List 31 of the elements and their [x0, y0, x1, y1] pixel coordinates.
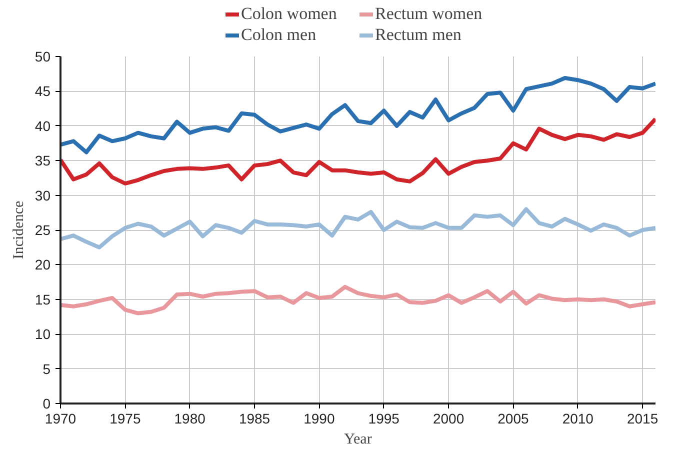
x-tick-label: 2010	[562, 410, 594, 426]
x-tick-label: 1980	[174, 410, 206, 426]
y-tick-label: 35	[34, 152, 51, 169]
y-tick-label: 50	[34, 48, 51, 64]
x-tick-label: 2015	[626, 410, 658, 426]
y-tick-label: 45	[34, 83, 51, 100]
x-tick-label: 1990	[304, 410, 335, 426]
x-tick-label: 1970	[44, 410, 76, 426]
y-tick-label: 30	[34, 187, 51, 204]
legend-label: Rectum men	[375, 25, 462, 45]
y-tick-label: 10	[34, 326, 51, 342]
legend-label: Colon women	[241, 4, 338, 24]
y-tick-label: 40	[34, 118, 51, 134]
x-tick-label: 2000	[432, 410, 464, 426]
y-tick-label: 25	[34, 222, 51, 238]
y-tick-label: 20	[34, 256, 51, 273]
line-series	[60, 284, 656, 316]
legend-label: Rectum women	[375, 4, 484, 24]
y-tick-label: 5	[42, 360, 51, 377]
line-series	[60, 116, 656, 186]
x-tick-label: 1985	[238, 410, 270, 426]
y-axis-title: Incidence	[10, 200, 27, 260]
x-tick-label: 1995	[368, 410, 400, 426]
line-series	[60, 76, 656, 154]
line-series	[60, 207, 656, 250]
x-tick-label: 2005	[498, 410, 530, 426]
x-tick-label: 1975	[110, 410, 141, 426]
y-tick-label: 0	[42, 396, 51, 412]
y-tick-label: 15	[34, 291, 51, 308]
legend-label: Colon men	[241, 25, 318, 45]
x-axis-title: Year	[344, 432, 372, 448]
